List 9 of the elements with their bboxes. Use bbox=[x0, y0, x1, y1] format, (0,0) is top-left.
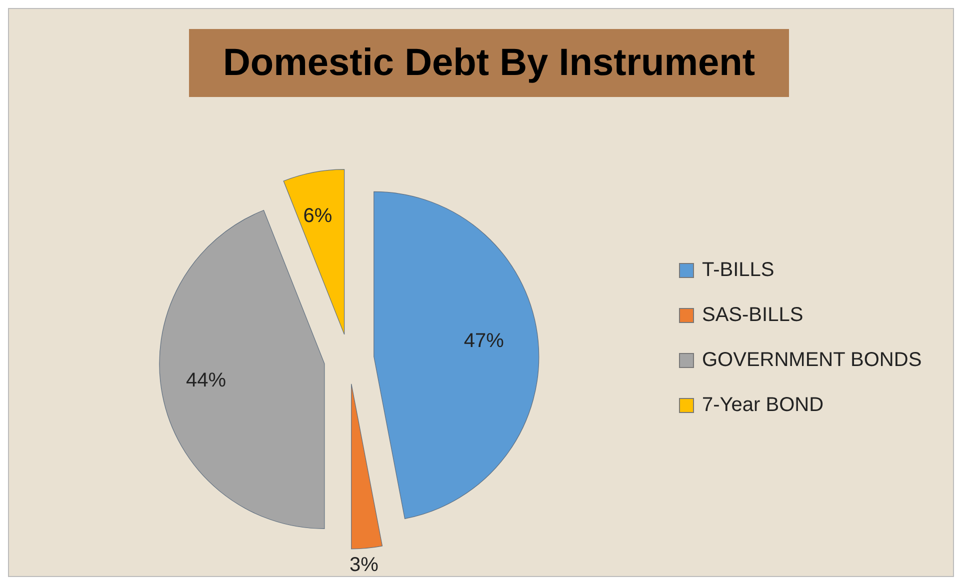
legend-label: GOVERNMENT BONDS bbox=[701, 349, 922, 372]
data-label: 6% bbox=[303, 204, 332, 227]
data-label: 3% bbox=[350, 554, 379, 576]
legend-label: T-BILLS bbox=[701, 259, 776, 282]
legend-label: 7-Year BOND bbox=[701, 394, 825, 417]
legend-label: SAS-BILLS bbox=[701, 304, 804, 327]
data-label: 44% bbox=[186, 369, 226, 392]
chart-title: Domestic Debt By Instrument bbox=[189, 29, 789, 97]
data-label: 47% bbox=[464, 330, 504, 352]
